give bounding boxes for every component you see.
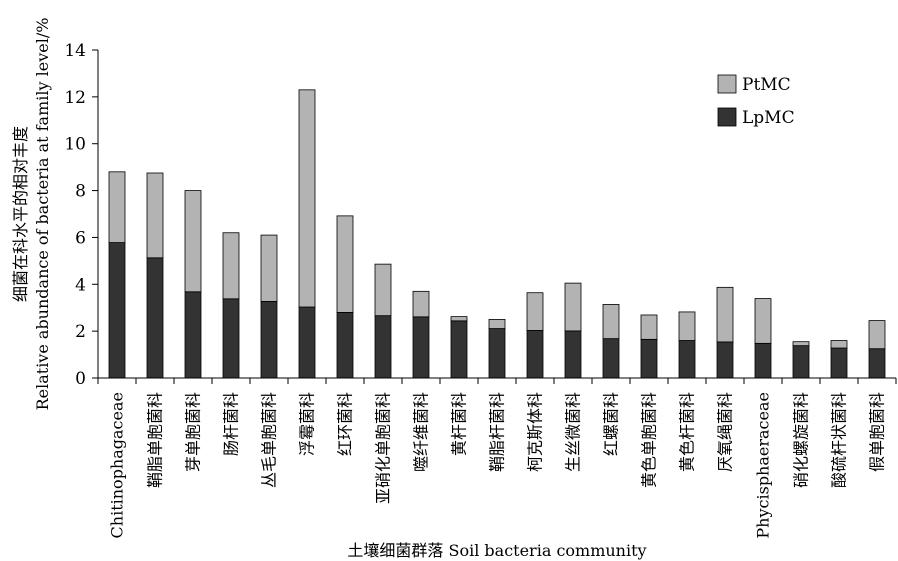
bar-lpmc-0 bbox=[108, 242, 126, 379]
x-tick-label-13: 红螺菌科 bbox=[602, 392, 621, 456]
bar-lpmc-15 bbox=[678, 340, 696, 379]
bar-ptmc-19 bbox=[830, 340, 848, 349]
x-tick-label-11: 柯克斯体科 bbox=[526, 392, 545, 472]
bars-layer bbox=[108, 89, 886, 379]
x-tick-label-17: Phycisphaeraceae bbox=[754, 392, 773, 539]
y-tick-label-8: 8 bbox=[75, 182, 86, 202]
bar-lpmc-5 bbox=[298, 306, 316, 379]
bar-lpmc-17 bbox=[754, 342, 772, 379]
bar-ptmc-12 bbox=[564, 282, 582, 332]
bar-lpmc-12 bbox=[564, 330, 582, 379]
bar-lpmc-20 bbox=[868, 348, 886, 379]
x-tick-label-12: 生丝微菌科 bbox=[564, 392, 583, 472]
x-tick-label-9: 黄杆菌科 bbox=[450, 392, 469, 456]
bar-lpmc-6 bbox=[336, 311, 354, 379]
bar-lpmc-19 bbox=[830, 347, 848, 379]
bar-ptmc-11 bbox=[526, 292, 544, 331]
axes-layer bbox=[92, 49, 897, 384]
x-axis-title: 土壤细菌群落 Soil bacteria community bbox=[347, 541, 646, 560]
y-axis-title-line-2: Relative abundance of bacteria at family… bbox=[33, 18, 52, 411]
legend-label-lpmc: LpMC bbox=[742, 108, 795, 128]
bar-lpmc-9 bbox=[450, 320, 468, 379]
labels-layer: 0 2 4 6 8 10 12 14 Chitinophagaceae 鞘脂单胞菌科 芽单胞菌科 肠杆… bbox=[11, 18, 887, 560]
bar-ptmc-0 bbox=[108, 171, 126, 243]
x-tick-label-0: Chitinophagaceae bbox=[108, 392, 127, 538]
bar-ptmc-6 bbox=[336, 215, 354, 313]
x-tick-label-20: 假单胞菌科 bbox=[868, 392, 887, 472]
x-tick-label-10: 鞘脂杆菌科 bbox=[488, 392, 507, 472]
y-tick-label-14: 14 bbox=[64, 41, 86, 61]
bar-ptmc-15 bbox=[678, 311, 696, 341]
x-tick-label-18: 硝化螺旋菌科 bbox=[792, 392, 811, 488]
x-tick-label-16: 厌氧绳菌科 bbox=[716, 392, 735, 472]
bar-ptmc-7 bbox=[374, 263, 392, 317]
bar-lpmc-11 bbox=[526, 330, 544, 379]
bar-ptmc-8 bbox=[412, 290, 430, 318]
x-tick-label-19: 酸硫杆状菌科 bbox=[830, 392, 849, 488]
bar-lpmc-14 bbox=[640, 338, 658, 379]
bar-ptmc-4 bbox=[260, 234, 278, 302]
legend-swatch-lpmc bbox=[717, 107, 737, 127]
legend-swatch-ptmc bbox=[717, 74, 737, 94]
x-tick-label-6: 红环菌科 bbox=[336, 392, 355, 456]
bar-ptmc-20 bbox=[868, 320, 886, 350]
y-tick-label-4: 4 bbox=[75, 275, 86, 295]
y-tick-label-0: 0 bbox=[75, 369, 86, 389]
bar-lpmc-16 bbox=[716, 341, 734, 379]
y-axis-title-line-1: 细菌在科水平的相对丰度 bbox=[11, 126, 30, 302]
bar-ptmc-18 bbox=[792, 341, 810, 347]
bar-lpmc-3 bbox=[222, 298, 240, 379]
y-tick-label-10: 10 bbox=[64, 135, 86, 155]
x-tick-label-2: 芽单胞菌科 bbox=[184, 392, 203, 472]
bar-lpmc-1 bbox=[146, 257, 164, 379]
y-tick-label-2: 2 bbox=[75, 322, 86, 342]
bar-ptmc-10 bbox=[488, 319, 506, 329]
x-tick-label-3: 肠杆菌科 bbox=[222, 392, 241, 456]
bar-lpmc-10 bbox=[488, 328, 506, 379]
bar-ptmc-3 bbox=[222, 232, 240, 300]
x-tick-label-14: 黄色单胞菌科 bbox=[640, 392, 659, 488]
x-tick-label-7: 亚硝化单胞菌科 bbox=[374, 392, 393, 504]
x-tick-label-15: 黄色杆菌科 bbox=[678, 392, 697, 472]
legend: PtMC LpMC bbox=[717, 74, 795, 128]
bar-ptmc-9 bbox=[450, 316, 468, 322]
bar-lpmc-13 bbox=[602, 338, 620, 379]
x-tick-label-8: 噬纤维菌科 bbox=[412, 392, 431, 472]
legend-label-ptmc: PtMC bbox=[742, 75, 791, 95]
x-tick-label-4: 丛毛单胞菌科 bbox=[260, 392, 279, 488]
bar-ptmc-16 bbox=[716, 286, 734, 343]
bar-lpmc-8 bbox=[412, 316, 430, 379]
bar-ptmc-1 bbox=[146, 172, 164, 259]
x-tick-label-5: 浮霉菌科 bbox=[298, 392, 317, 456]
bar-lpmc-7 bbox=[374, 315, 392, 379]
x-tick-label-1: 鞘脂单胞菌科 bbox=[146, 392, 165, 488]
bar-ptmc-13 bbox=[602, 304, 620, 340]
bar-ptmc-2 bbox=[184, 190, 202, 293]
bar-lpmc-2 bbox=[184, 291, 202, 379]
bar-ptmc-17 bbox=[754, 298, 772, 344]
bar-ptmc-14 bbox=[640, 314, 658, 340]
bar-ptmc-5 bbox=[298, 89, 316, 308]
y-tick-label-6: 6 bbox=[75, 228, 86, 248]
bar-lpmc-18 bbox=[792, 345, 810, 379]
bar-lpmc-4 bbox=[260, 300, 278, 379]
y-tick-label-12: 12 bbox=[64, 88, 86, 108]
